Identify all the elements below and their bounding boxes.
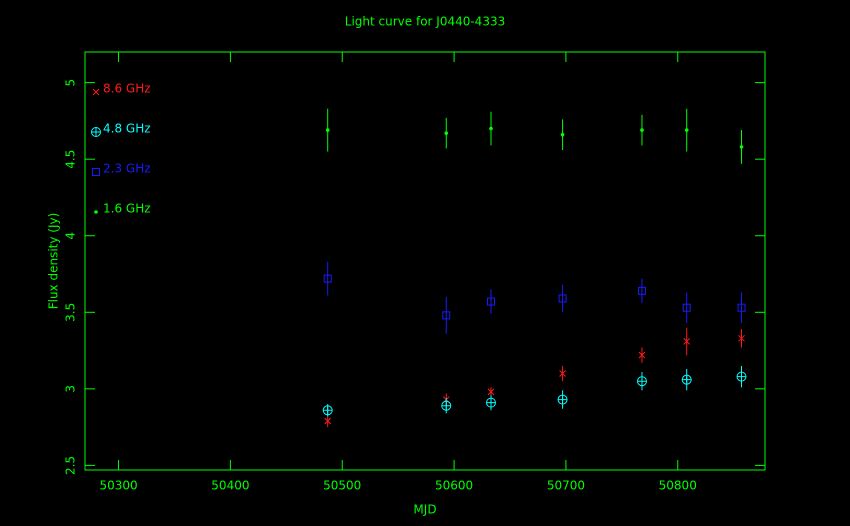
marker-shape <box>738 334 745 342</box>
data-point <box>560 132 565 137</box>
data-point <box>487 388 495 396</box>
marker-shape <box>638 351 646 359</box>
x-tick-label: 50400 <box>211 479 249 493</box>
marker-shape <box>684 128 689 132</box>
data-point <box>681 374 692 385</box>
data-point <box>442 311 451 320</box>
marker-shape <box>91 127 101 137</box>
legend-label: 1.6 GHz <box>103 202 151 216</box>
x-tick-label: 50300 <box>99 479 137 493</box>
marker-shape <box>442 311 451 320</box>
data-point <box>638 351 646 359</box>
marker-shape <box>560 132 565 137</box>
marker-shape <box>559 370 566 377</box>
marker-shape <box>683 338 691 345</box>
data-point <box>441 400 452 411</box>
data-point <box>324 417 332 425</box>
marker-shape <box>637 376 647 386</box>
data-point <box>637 286 646 295</box>
marker-shape <box>486 297 495 306</box>
data-point <box>323 274 332 283</box>
x-axis-label: MJD <box>413 503 436 517</box>
data-point <box>739 145 744 149</box>
marker-shape <box>637 286 646 295</box>
x-tick-label: 50500 <box>323 479 361 493</box>
legend-marker <box>94 210 98 214</box>
legend-label: 2.3 GHz <box>103 162 151 176</box>
marker-shape <box>737 372 747 382</box>
marker-shape <box>489 126 493 131</box>
y-axis-label: Flux density (Jy) <box>47 213 61 310</box>
data-point <box>557 394 568 405</box>
legend-marker <box>92 88 100 96</box>
marker-shape <box>640 128 644 132</box>
marker-shape <box>682 303 691 312</box>
data-point <box>486 297 495 306</box>
x-tick-label: 50800 <box>659 479 697 493</box>
y-tick-label: 2.5 <box>64 456 78 475</box>
marker-shape <box>486 398 496 408</box>
plot-frame <box>84 51 766 471</box>
marker-shape <box>325 128 330 132</box>
chart-title: Light curve for J0440-4333 <box>345 15 505 29</box>
marker-shape <box>323 405 333 415</box>
marker-shape <box>441 401 451 411</box>
data-point <box>682 303 691 312</box>
marker-shape <box>487 388 495 396</box>
data-point <box>738 334 745 342</box>
marker-shape <box>323 274 332 283</box>
x-tick-label: 50600 <box>435 479 473 493</box>
marker-shape <box>558 395 568 405</box>
y-tick-label: 3 <box>64 385 78 393</box>
y-tick-label: 5 <box>64 79 78 87</box>
data-point <box>684 128 689 132</box>
legend-label: 4.8 GHz <box>103 122 151 136</box>
data-point <box>489 126 493 131</box>
y-tick-label: 4.5 <box>64 150 78 169</box>
data-point <box>322 405 333 416</box>
marker-shape <box>444 131 449 135</box>
x-tick-label: 50700 <box>547 479 585 493</box>
data-point <box>558 294 567 303</box>
legend-label: 8.6 GHz <box>103 82 151 96</box>
data-point <box>736 371 747 382</box>
marker-shape <box>324 417 332 425</box>
data-point <box>559 370 566 377</box>
data-point <box>325 128 330 132</box>
y-tick-label: 4 <box>64 232 78 240</box>
marker-shape <box>94 210 98 214</box>
marker-shape <box>92 88 100 96</box>
marker-shape <box>558 294 567 303</box>
data-point <box>640 128 644 132</box>
marker-shape <box>682 375 692 385</box>
legend-marker <box>91 127 101 137</box>
legend-marker <box>92 168 100 176</box>
marker-shape <box>92 168 100 176</box>
data-point <box>737 303 746 312</box>
marker-shape <box>739 145 744 149</box>
marker-shape <box>737 303 746 312</box>
data-point <box>636 376 647 387</box>
data-point <box>444 131 449 135</box>
data-point <box>485 397 496 408</box>
y-tick-label: 3.5 <box>64 303 78 322</box>
data-point <box>683 338 691 345</box>
